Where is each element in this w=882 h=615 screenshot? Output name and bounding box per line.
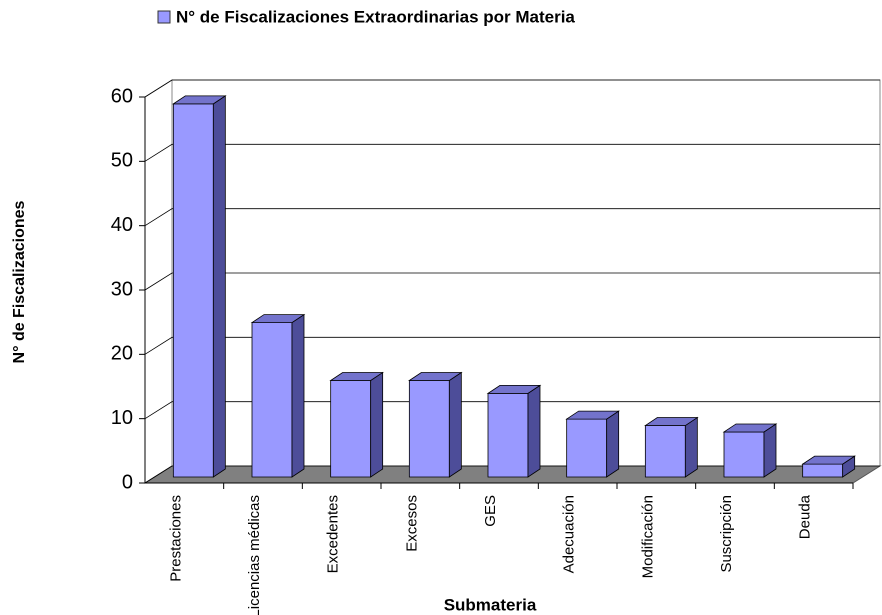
bar-front	[566, 418, 608, 478]
bar	[486, 384, 542, 478]
y-tick-label: 10	[111, 407, 133, 429]
bar	[250, 313, 306, 478]
bar	[565, 410, 620, 478]
bar-front	[251, 322, 293, 478]
bar-top	[486, 384, 542, 394]
grid-line	[144, 143, 880, 162]
bar-top	[722, 423, 778, 433]
x-tick-label: Modificación	[639, 495, 656, 578]
x-tick-label: Adecuación	[561, 495, 578, 573]
bar-side	[291, 313, 305, 478]
x-tick-label: Suscripción	[718, 495, 735, 573]
bar-side	[763, 423, 777, 478]
bar-top	[644, 417, 699, 426]
bar-top	[408, 372, 463, 381]
bar	[722, 423, 778, 478]
y-tick-label: 50	[111, 150, 133, 172]
bar-front	[723, 431, 765, 478]
bar-front	[172, 103, 214, 478]
bar-top	[250, 314, 306, 324]
bar-front	[802, 463, 844, 478]
bar-top	[801, 455, 856, 465]
bar	[644, 416, 699, 478]
bar	[329, 371, 384, 478]
bar-front	[330, 380, 372, 478]
y-tick-label: 20	[111, 343, 133, 365]
bar	[172, 95, 227, 478]
grid-line	[144, 272, 880, 291]
bar-front	[408, 380, 450, 478]
y-tick-label: 40	[111, 214, 133, 236]
bar-top	[172, 95, 227, 105]
bar-side	[370, 371, 384, 478]
grid-line	[144, 401, 880, 420]
y-tick-label: 0	[122, 471, 133, 493]
bar	[408, 371, 463, 478]
bar-side	[684, 416, 698, 478]
x-tick-label: Prestaciones	[167, 495, 184, 582]
bar-side	[448, 371, 462, 478]
grid-line	[144, 79, 880, 98]
bar-side	[606, 410, 620, 478]
y-axis-label: N° de Fiscalizaciones	[11, 200, 28, 363]
x-tick-label: Excedentes	[325, 495, 342, 573]
grid-line	[144, 465, 880, 484]
bar-top	[565, 410, 620, 420]
bar	[801, 455, 856, 478]
bar-side	[527, 384, 541, 478]
bar-side	[212, 95, 226, 478]
legend-label: N° de Fiscalizaciones Extraordinarias po…	[176, 7, 575, 26]
y-tick-label: 30	[111, 278, 133, 300]
x-tick-label: Deuda	[797, 494, 814, 539]
bar-front	[487, 392, 529, 478]
legend-swatch	[157, 10, 171, 24]
x-axis-label: Submateria	[444, 595, 537, 614]
x-tick-label: Excesos	[403, 495, 420, 552]
x-tick-label: GES	[482, 495, 499, 527]
grid-line	[144, 208, 880, 227]
bar-top	[329, 372, 384, 381]
x-tick-label: Licencias médicas	[246, 495, 263, 615]
y-tick-label: 60	[111, 85, 133, 107]
grid-line	[144, 336, 880, 355]
bar-front	[644, 425, 686, 478]
